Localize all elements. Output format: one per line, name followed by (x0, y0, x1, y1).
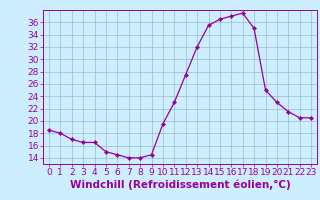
X-axis label: Windchill (Refroidissement éolien,°C): Windchill (Refroidissement éolien,°C) (70, 180, 290, 190)
